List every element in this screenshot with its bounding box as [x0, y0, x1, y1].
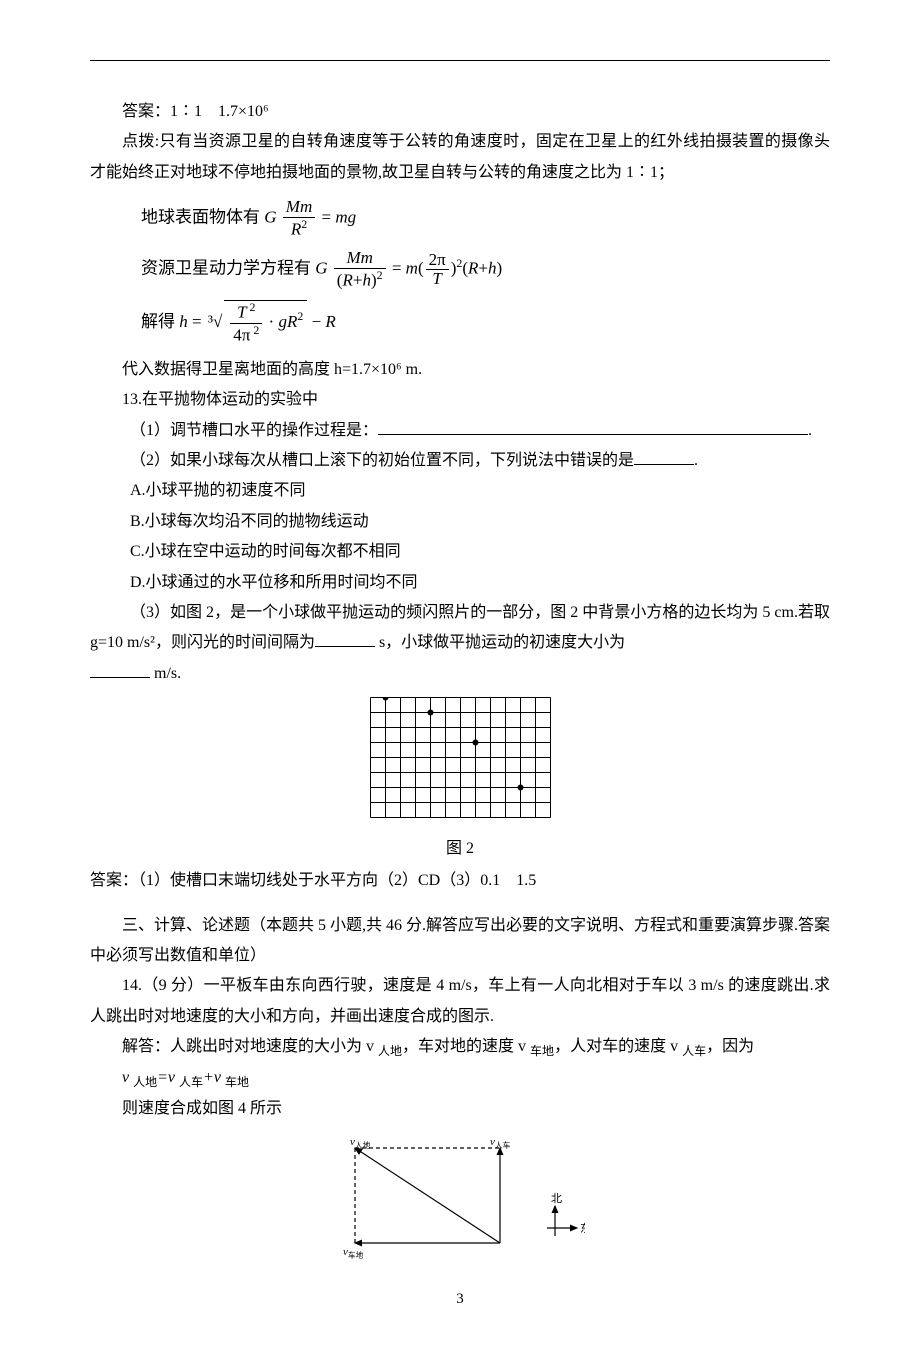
- answer-13: 答案：（1）使槽口末端切线处于水平方向（2）CD（3）0.1 1.5: [90, 866, 830, 896]
- answer-12: 答案：1∶1 1.7×10⁶: [90, 97, 830, 127]
- eq-surface: 地球表面物体有 G MmR2 = mg: [141, 198, 830, 239]
- q13-choice-d: D.小球通过的水平位移和所用时间均不同: [90, 568, 830, 598]
- eq-solve-pre: 解得: [141, 312, 175, 331]
- answer-label: 答案：: [122, 103, 170, 120]
- q13-p3-c: m/s.: [150, 665, 181, 682]
- sub-cd-2: 车地: [225, 1075, 249, 1089]
- q13-p2-blank[interactable]: [634, 448, 694, 465]
- q14-solution-line: 解答：人跳出时对地速度的大小为 v 人地，车对地的速度 v 车地，人对车的速度 …: [90, 1032, 830, 1063]
- svg-text:v人车: v人车: [490, 1136, 511, 1150]
- q13-choice-a: A.小球平抛的初速度不同: [90, 476, 830, 506]
- q13-choice-c: C.小球在空中运动的时间每次都不相同: [90, 537, 830, 567]
- svg-text:北: 北: [551, 1192, 562, 1205]
- q13-p2-pre: （2）如果小球每次从槽口上滚下的初始位置不同，下列说法中错误的是: [130, 452, 634, 469]
- q14-eq-c: +v: [203, 1069, 225, 1086]
- q13-p3-blank1[interactable]: [315, 630, 375, 647]
- page-number: 3: [90, 1291, 830, 1308]
- sub-rd-2: 人地: [133, 1075, 157, 1089]
- svg-text:v车地: v车地: [343, 1246, 364, 1260]
- q14-sol-a: 解答：人跳出时对地速度的大小为 v: [122, 1038, 378, 1055]
- q14-sol-c: ，人对车的速度 v: [554, 1038, 682, 1055]
- eq-solve-h: 解得 h = T 24π 2 · gR2 − R: [141, 300, 830, 345]
- figure-2: [90, 697, 830, 818]
- sub-12: 代入数据得卫星离地面的高度 h=1.7×10⁶ m.: [90, 355, 830, 385]
- svg-text:东: 东: [580, 1222, 585, 1235]
- section-3-heading: 三、计算、论述题（本题共 5 小题,共 46 分.解答应写出必要的文字说明、方程…: [90, 911, 830, 972]
- dianbo-12: 点拨:只有当资源卫星的自转角速度等于公转的角速度时，固定在卫星上的红外线拍摄装置…: [90, 127, 830, 188]
- q14-sol-b: ，车对地的速度 v: [402, 1038, 530, 1055]
- q13-p1: （1）调节槽口水平的操作过程是：.: [90, 416, 830, 446]
- q13-choice-b: B.小球每次均沿不同的抛物线运动: [90, 507, 830, 537]
- eq-dyn-pre: 资源卫星动力学方程有: [141, 259, 311, 278]
- answer-12-value: 1∶1 1.7×10⁶: [170, 103, 269, 120]
- q13-p3-line2: m/s.: [90, 659, 830, 689]
- q14-eq-b: =v: [157, 1069, 179, 1086]
- q13-p1-pre: （1）调节槽口水平的操作过程是：: [130, 422, 378, 439]
- q13-stem: 13.在平抛物体运动的实验中: [90, 385, 830, 415]
- svg-text:v人地: v人地: [350, 1136, 371, 1150]
- top-rule: [90, 60, 830, 61]
- q13-p3-b: s，小球做平抛运动的初速度大小为: [375, 634, 625, 651]
- q14-eq-a: v: [122, 1069, 133, 1086]
- q13-p3: （3）如图 2，是一个小球做平抛运动的频闪照片的一部分，图 2 中背景小方格的边…: [90, 598, 830, 659]
- eq-dynamics: 资源卫星动力学方程有 G Mm(R+h)2 = m(2πT)2(R+h): [141, 249, 830, 290]
- sub-rc: 人车: [682, 1044, 706, 1058]
- eq-surface-pre: 地球表面物体有: [141, 208, 260, 227]
- figure-4: v人地 v人车 v车地 东 北: [90, 1133, 830, 1263]
- q13-p2: （2）如果小球每次从槽口上滚下的初始位置不同，下列说法中错误的是.: [90, 446, 830, 476]
- q14-stem: 14.（9 分）一平板车由东向西行驶，速度是 4 m/s，车上有一人向北相对于车…: [90, 971, 830, 1032]
- q14-eq-line: v 人地=v 人车+v 车地: [90, 1063, 830, 1094]
- sub-rc-2: 人车: [179, 1075, 203, 1089]
- q14-then: 则速度合成如图 4 所示: [90, 1094, 830, 1124]
- sub-cd: 车地: [530, 1044, 554, 1058]
- q13-p3-blank2[interactable]: [90, 661, 150, 678]
- sub-rd: 人地: [378, 1044, 402, 1058]
- q13-p1-blank[interactable]: [378, 418, 808, 435]
- q14-sol-d: ，因为: [706, 1038, 754, 1055]
- figure-2-caption: 图 2: [90, 834, 830, 858]
